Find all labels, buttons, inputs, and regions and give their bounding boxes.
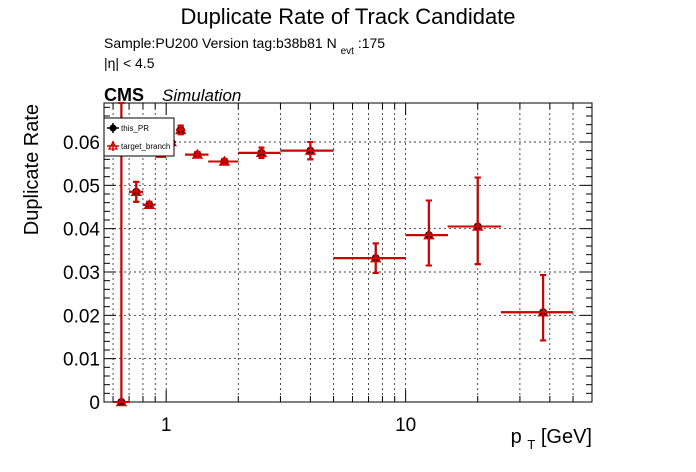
data-point-target-branch (472, 220, 484, 231)
sample-info-text: Sample:PU200 Version tag:b38b81 N (104, 35, 337, 51)
data-marks (113, 102, 574, 407)
plot-grid (104, 103, 593, 403)
legend-box (103, 117, 175, 157)
data-point-target-branch (130, 185, 142, 197)
legend-marker-this-pr (109, 124, 117, 132)
legend-entry-target-branch: target_branch (107, 140, 170, 151)
cms-label: CMS (104, 85, 144, 105)
x-axis-label-sub: T (527, 437, 535, 452)
data-point-target-branch (423, 229, 435, 240)
legend: this_PR target_branch (103, 117, 175, 157)
legend-marker-target-branch (107, 140, 119, 150)
x-tick-label: 10 (395, 415, 416, 436)
y-tick-label: 0 (89, 393, 100, 414)
legend-label-this-pr: this_PR (121, 124, 149, 133)
y-tick-label: 0.03 (63, 263, 100, 284)
data-point-target-branch (175, 123, 187, 135)
y-axis-label: Duplicate Rate (21, 104, 43, 235)
plot-frame (103, 102, 593, 403)
data-point-target-branch (143, 198, 155, 210)
legend-entry-this-pr: this_PR (107, 123, 149, 133)
data-point-target-branch (191, 148, 204, 159)
nevt-value: :175 (358, 35, 385, 51)
data-point-target-branch (304, 144, 317, 155)
y-tick-label: 0.04 (63, 220, 100, 241)
eta-cut-label: |η| < 4.5 (104, 55, 155, 71)
x-axis-label: p T [GeV] (511, 426, 592, 454)
simulation-label: Simulation (162, 86, 241, 105)
nevt-subscript: evt (341, 46, 355, 57)
x-axis-label-unit: [GeV] (541, 426, 592, 448)
data-point-target-branch (218, 155, 231, 166)
data-point-target-branch (537, 306, 549, 317)
x-tick-label: 1 (161, 415, 172, 436)
data-point-target-branch (370, 252, 382, 263)
sample-info: Sample:PU200 Version tag:b38b81 N evt :1… (104, 35, 385, 57)
plot-axes: 1 10 0 0.01 0.02 0.03 0.04 0.05 0.06 (63, 102, 593, 436)
y-tick-label: 0.06 (63, 133, 100, 154)
data-point-target-branch (255, 146, 268, 158)
y-tick-label: 0.05 (63, 176, 100, 197)
legend-label-target-branch: target_branch (121, 142, 170, 151)
y-tick-label: 0.02 (63, 306, 100, 327)
x-axis-label-main: p (511, 426, 522, 448)
chart-title: Duplicate Rate of Track Candidate (180, 4, 515, 29)
y-tick-label: 0.01 (63, 350, 100, 371)
data-point-target-branch (115, 396, 128, 407)
